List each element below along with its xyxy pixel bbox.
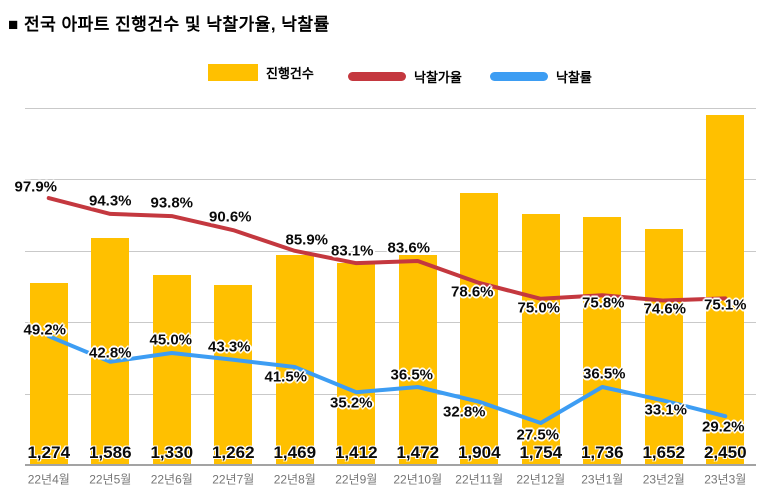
sale-rate-line-label: 36.5%	[582, 365, 626, 383]
bar-value-label: 1,330	[150, 442, 194, 462]
price-ratio-line-label: 90.6%	[208, 208, 252, 226]
bar-value-label: 1,469	[273, 442, 317, 462]
x-axis-label: 22년4월	[27, 472, 70, 486]
bar	[152, 274, 191, 465]
x-axis-label: 23년3월	[704, 472, 747, 486]
x-axis-label: 23년1월	[581, 472, 624, 486]
bar-value-label: 1,736	[580, 442, 624, 462]
gridline	[25, 393, 756, 395]
bar	[91, 238, 130, 465]
sale-rate-line-label: 45.0%	[149, 331, 193, 349]
x-axis-label: 22년7월	[212, 472, 255, 486]
bar-value-label: 1,274	[27, 442, 71, 462]
sale-rate-line-label: 32.8%	[442, 403, 486, 421]
gridline	[25, 322, 756, 323]
sale-rate-line-label: 49.2%	[23, 321, 67, 339]
gridline	[25, 179, 756, 180]
sale-rate-line-label: 43.3%	[207, 338, 251, 356]
sale-rate-line-label: 42.8%	[88, 344, 132, 362]
chart-legend: 진행건수 낙찰가율 낙찰률	[0, 60, 763, 86]
bar	[29, 282, 68, 465]
chart-title: ■ 전국 아파트 진행건수 및 낙찰가율, 낙찰률	[8, 15, 330, 34]
sale-rate-line-label: 33.1%	[644, 401, 688, 419]
x-axis-label: 22년6월	[150, 472, 193, 486]
price-ratio-series-swatch	[348, 72, 406, 81]
price-ratio-line-label: 97.9%	[14, 178, 58, 196]
x-axis-label: 22년12월	[516, 472, 566, 486]
gridline	[25, 250, 756, 252]
legend-label-sale-rate: 낙찰률	[556, 70, 592, 85]
sale-rate-line	[46, 334, 728, 425]
x-axis-label: 22년5월	[89, 472, 132, 486]
legend-label-price-ratio: 낙찰가율	[414, 70, 462, 85]
sale-rate-line-label: 35.2%	[329, 394, 373, 412]
bar-value-label: 2,450	[703, 442, 747, 462]
legend-label-progress-count: 진행건수	[266, 66, 314, 81]
bar	[214, 284, 253, 465]
bar-value-label: 1,586	[88, 442, 132, 462]
price-ratio-line-label: 94.3%	[88, 192, 132, 210]
bar	[583, 216, 622, 465]
bar-value-label: 1,904	[457, 442, 501, 462]
price-ratio-line-label: 83.1%	[330, 242, 374, 260]
price-ratio-line	[46, 196, 728, 303]
bar	[398, 254, 437, 465]
bar-value-label: 1,472	[396, 442, 440, 462]
bar-value-label: 1,652	[642, 442, 686, 462]
bar	[644, 228, 683, 465]
x-axis-label: 23년2월	[642, 472, 685, 486]
price-ratio-line-label: 75.0%	[517, 299, 561, 317]
x-axis-label: 22년11월	[455, 472, 504, 486]
bar	[275, 254, 314, 465]
bar	[706, 114, 745, 465]
bar-value-label: 1,412	[334, 442, 378, 462]
price-ratio-line-label: 75.1%	[703, 296, 747, 314]
x-axis-label: 22년8월	[273, 472, 316, 486]
price-ratio-line-label: 93.8%	[150, 194, 194, 212]
legend-item-progress-count: 진행건수	[208, 63, 314, 82]
legend-item-price-ratio: 낙찰가율	[348, 67, 462, 86]
price-ratio-line-label: 83.6%	[387, 239, 431, 257]
price-ratio-line-label: 75.8%	[581, 294, 625, 312]
sale-rate-line-label: 41.5%	[264, 368, 308, 386]
sale-rate-line-label: 29.2%	[701, 418, 745, 436]
price-ratio-line-label: 85.9%	[285, 231, 329, 249]
bar	[460, 192, 499, 465]
price-ratio-line-label: 78.6%	[450, 283, 494, 301]
bar-value-label: 1,262	[211, 442, 255, 462]
bar	[337, 263, 376, 465]
legend-item-sale-rate: 낙찰률	[490, 67, 592, 86]
sale-rate-series-swatch	[490, 72, 548, 81]
sale-rate-line-label: 36.5%	[390, 366, 434, 384]
x-axis-label: 22년10월	[393, 472, 443, 486]
bar-value-label: 1,754	[519, 442, 563, 462]
x-axis-line	[25, 464, 756, 466]
bar-series-swatch	[208, 64, 258, 81]
price-ratio-line-label: 74.6%	[643, 300, 687, 318]
x-axis-label: 22년9월	[335, 472, 378, 486]
sale-rate-line-label: 27.5%	[516, 426, 560, 444]
gridline	[25, 107, 756, 109]
